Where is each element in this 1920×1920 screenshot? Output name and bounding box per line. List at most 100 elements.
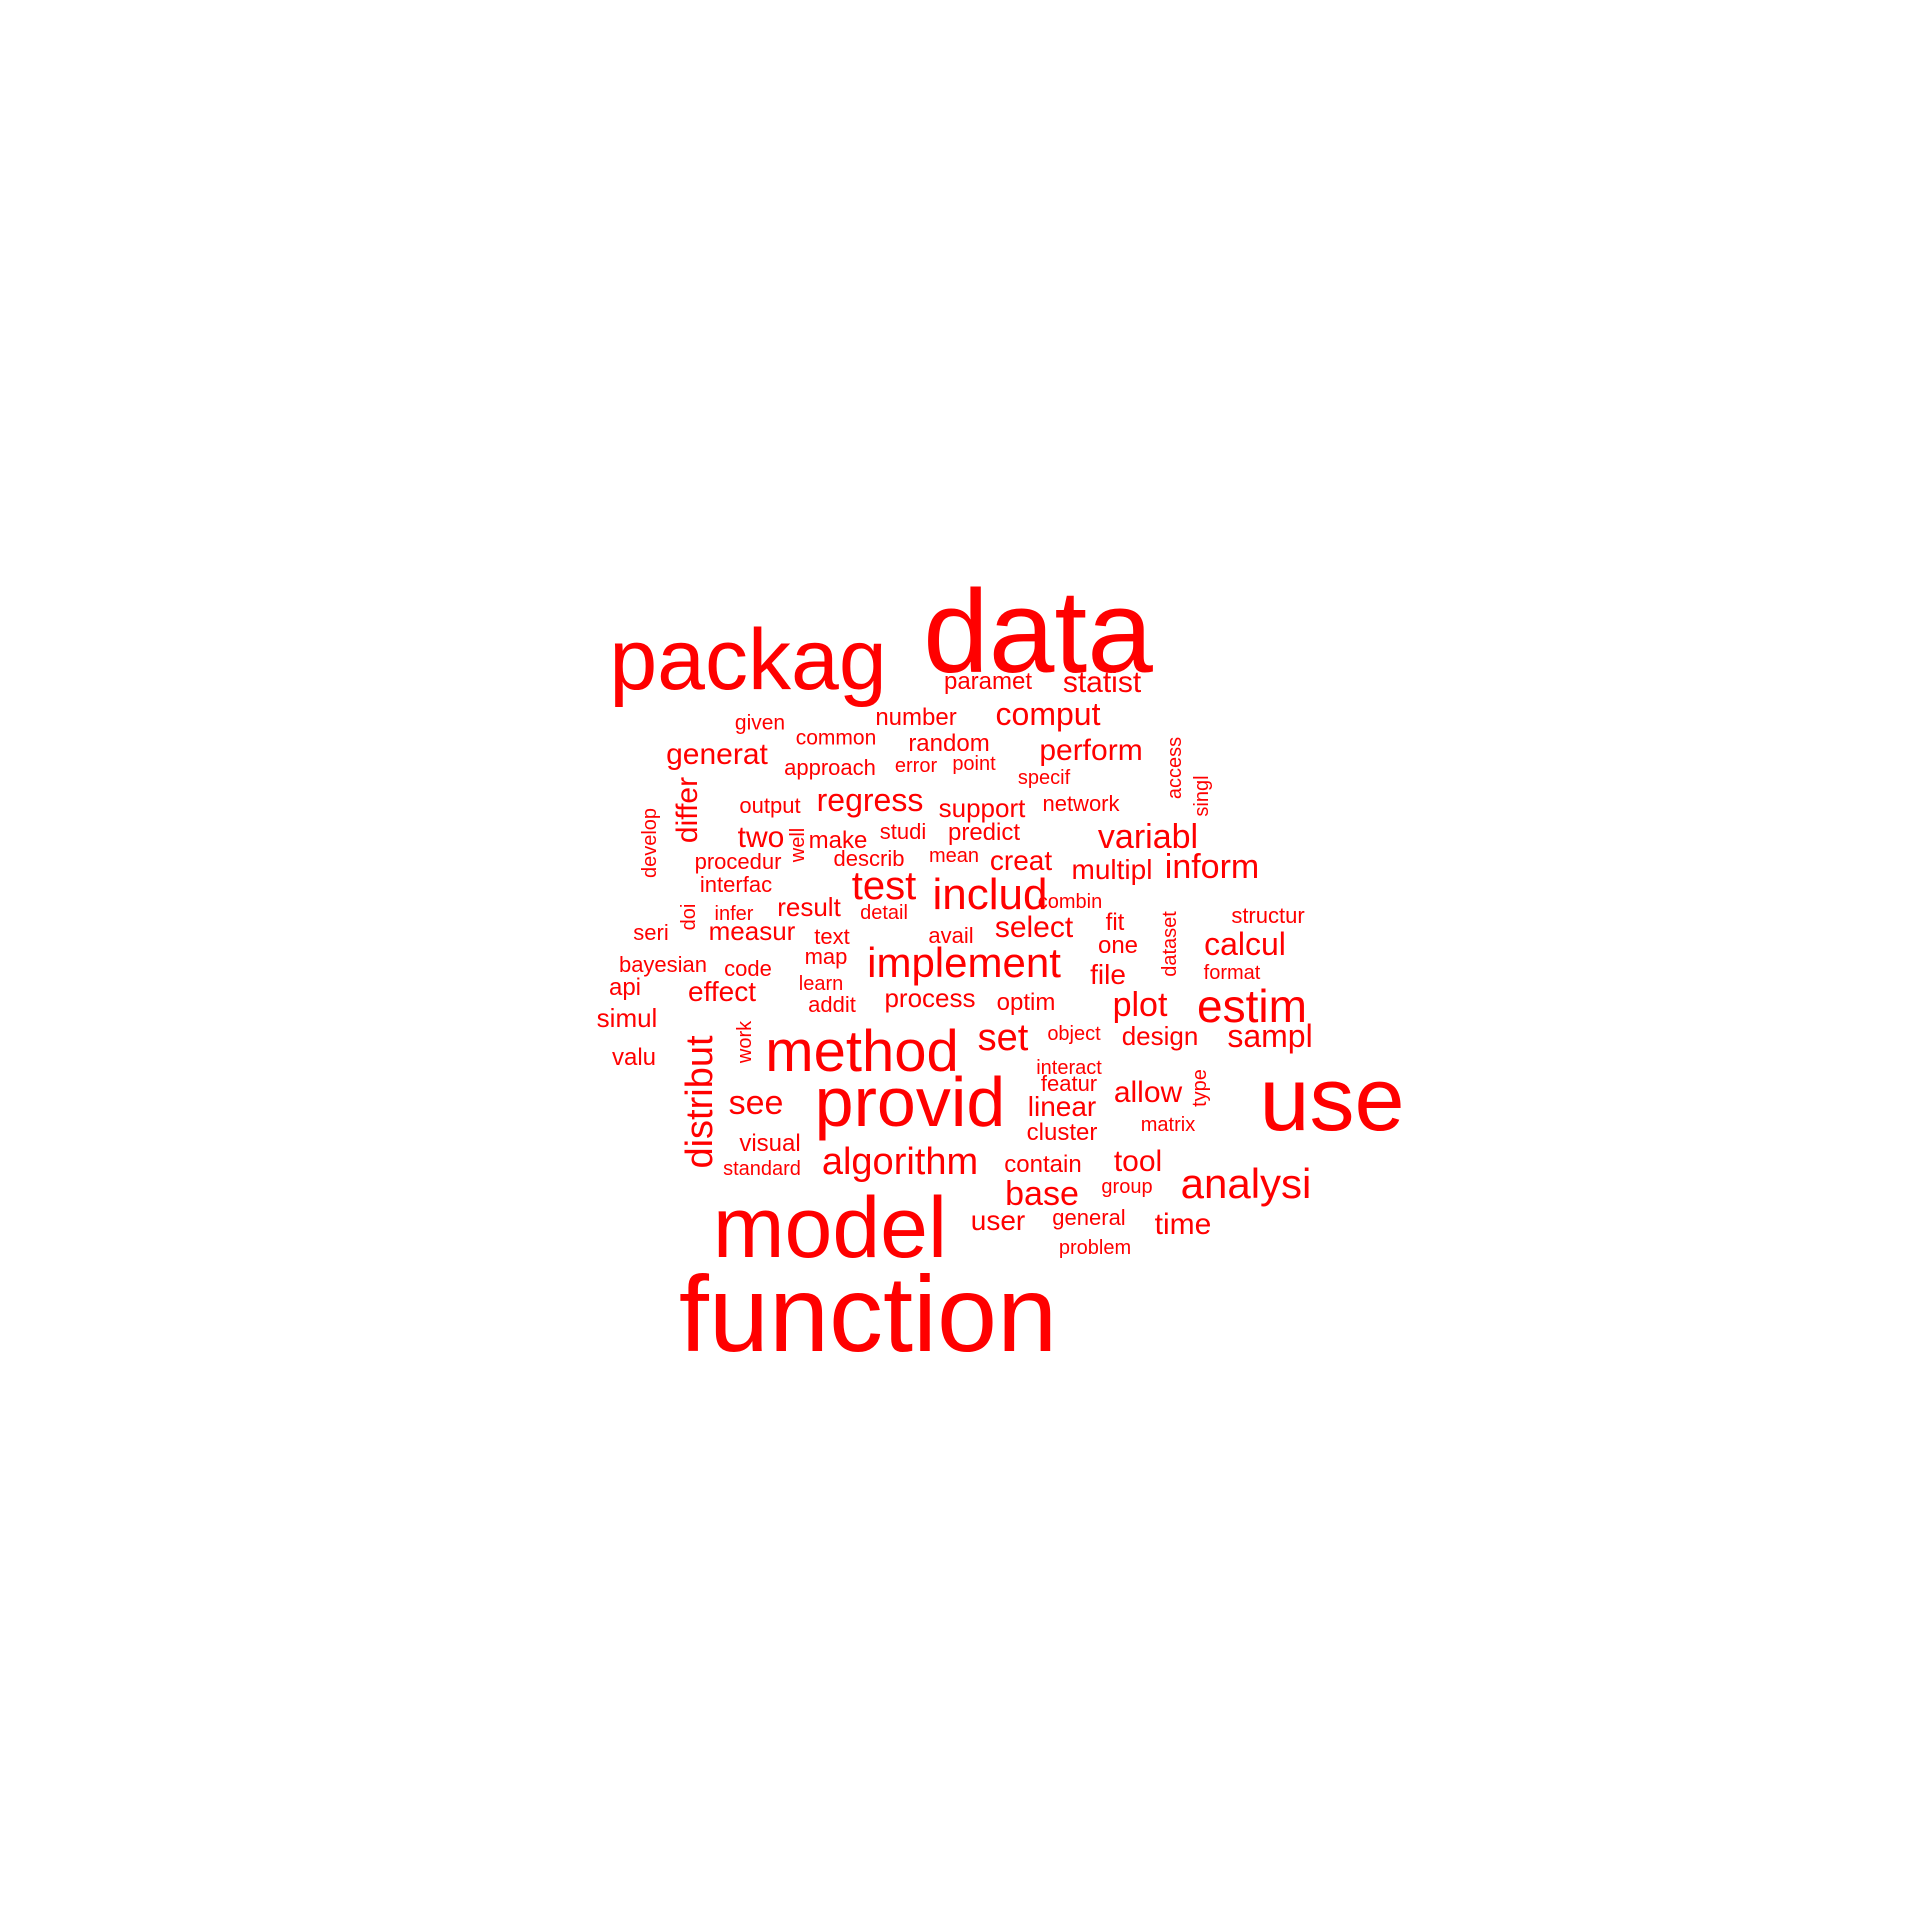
word-singl: singl <box>1191 775 1213 817</box>
word-tool: tool <box>1113 1145 1163 1178</box>
word-fit: fit <box>1105 909 1125 936</box>
word-time: time <box>1154 1208 1212 1241</box>
word-text: text <box>814 924 850 949</box>
word-error: error <box>894 755 938 777</box>
word-predict: predict <box>947 819 1021 846</box>
word-multipl: multipl <box>1071 854 1153 885</box>
word-differ: differ <box>671 776 704 844</box>
word-regress: regress <box>816 782 924 818</box>
word-algorithm: algorithm <box>821 1141 979 1183</box>
word-inform: inform <box>1164 848 1260 886</box>
word-infer: infer <box>714 903 754 925</box>
word-bayesian: bayesian <box>618 952 708 977</box>
word-featur: featur <box>1040 1071 1098 1096</box>
word-code: code <box>724 956 772 981</box>
word-develop: develop <box>639 807 661 879</box>
word-output: output <box>739 793 801 818</box>
word-includ: includ <box>932 870 1048 919</box>
word-learn: learn <box>798 973 844 995</box>
word-approach: approach <box>784 755 876 780</box>
word-base: base <box>1005 1175 1079 1213</box>
word-two: two <box>737 821 785 854</box>
word-standard: standard <box>723 1158 801 1180</box>
word-group: group <box>1101 1176 1153 1198</box>
word-allow: allow <box>1113 1076 1183 1109</box>
word-perform: perform <box>1039 734 1143 767</box>
word-measur: measur <box>708 916 796 946</box>
word-general: general <box>1052 1205 1126 1230</box>
word-set: set <box>977 1017 1029 1059</box>
word-specif: specif <box>1017 767 1071 789</box>
word-analysi: analysi <box>1180 1160 1312 1207</box>
word-data: data <box>923 566 1153 698</box>
word-estim: estim <box>1197 980 1307 1032</box>
word-use: use <box>1259 1050 1405 1150</box>
word-interfac: interfac <box>699 872 773 897</box>
word-variabl: variabl <box>1097 818 1199 856</box>
word-addit: addit <box>808 992 856 1017</box>
word-api: api <box>608 974 642 1001</box>
word-matrix: matrix <box>1140 1114 1196 1136</box>
word-point: point <box>952 753 996 775</box>
word-support: support <box>938 793 1026 823</box>
word-linear: linear <box>1027 1091 1097 1122</box>
word-process: process <box>884 983 976 1013</box>
word-method: method <box>765 1019 959 1084</box>
word-user: user <box>970 1205 1026 1236</box>
word-design: design <box>1121 1021 1199 1051</box>
word-creat: creat <box>989 845 1053 876</box>
word-network: network <box>1042 791 1120 816</box>
word-result: result <box>777 892 841 922</box>
word-provid: provid <box>814 1063 1006 1141</box>
word-seri: seri <box>633 920 669 945</box>
word-select: select <box>994 911 1074 944</box>
word-file: file <box>1090 959 1126 990</box>
word-plot: plot <box>1112 986 1168 1024</box>
word-object: object <box>1047 1023 1101 1045</box>
word-procedur: procedur <box>694 849 782 874</box>
word-number: number <box>875 704 957 731</box>
word-make: make <box>808 827 868 854</box>
word-generat: generat <box>666 738 768 771</box>
word-model: model <box>712 1180 948 1276</box>
word-studi: studi <box>879 819 927 844</box>
word-well: well <box>787 827 809 863</box>
word-combin: combin <box>1037 891 1103 913</box>
word-describ: describ <box>833 846 905 871</box>
word-common: common <box>795 726 877 750</box>
word-dataset: dataset <box>1159 911 1181 977</box>
word-format: format <box>1203 962 1261 984</box>
word-avail: avail <box>928 923 974 948</box>
word-detail: detail <box>860 902 908 924</box>
word-type: type <box>1189 1069 1211 1107</box>
word-cluster: cluster <box>1026 1119 1098 1146</box>
word-test: test <box>851 864 917 908</box>
word-see: see <box>728 1084 784 1122</box>
word-statist: statist <box>1062 666 1142 699</box>
word-distribut: distribut <box>679 1035 721 1169</box>
word-implement: implement <box>867 939 1061 986</box>
word-visual: visual <box>739 1130 801 1157</box>
word-effect: effect <box>688 976 756 1007</box>
word-random: random <box>908 730 990 757</box>
word-contain: contain <box>1004 1151 1082 1178</box>
word-calcul: calcul <box>1204 926 1286 962</box>
word-work: work <box>734 1020 756 1064</box>
word-access: access <box>1164 736 1186 800</box>
word-simul: simul <box>596 1003 658 1033</box>
word-structur: structur <box>1231 903 1305 928</box>
word-function: function <box>678 1253 1058 1374</box>
word-mean: mean <box>928 845 980 867</box>
word-one: one <box>1097 932 1139 959</box>
word-doi: doi <box>678 903 700 931</box>
word-comput: comput <box>995 696 1101 732</box>
word-packag: packag <box>609 612 887 708</box>
word-valu: valu <box>611 1044 657 1071</box>
word-paramet: paramet <box>943 668 1033 695</box>
word-given: given <box>734 711 786 735</box>
word-optim: optim <box>996 989 1056 1016</box>
word-sampl: sampl <box>1227 1018 1313 1054</box>
word-map: map <box>804 944 848 969</box>
word-interact: interact <box>1036 1057 1102 1079</box>
